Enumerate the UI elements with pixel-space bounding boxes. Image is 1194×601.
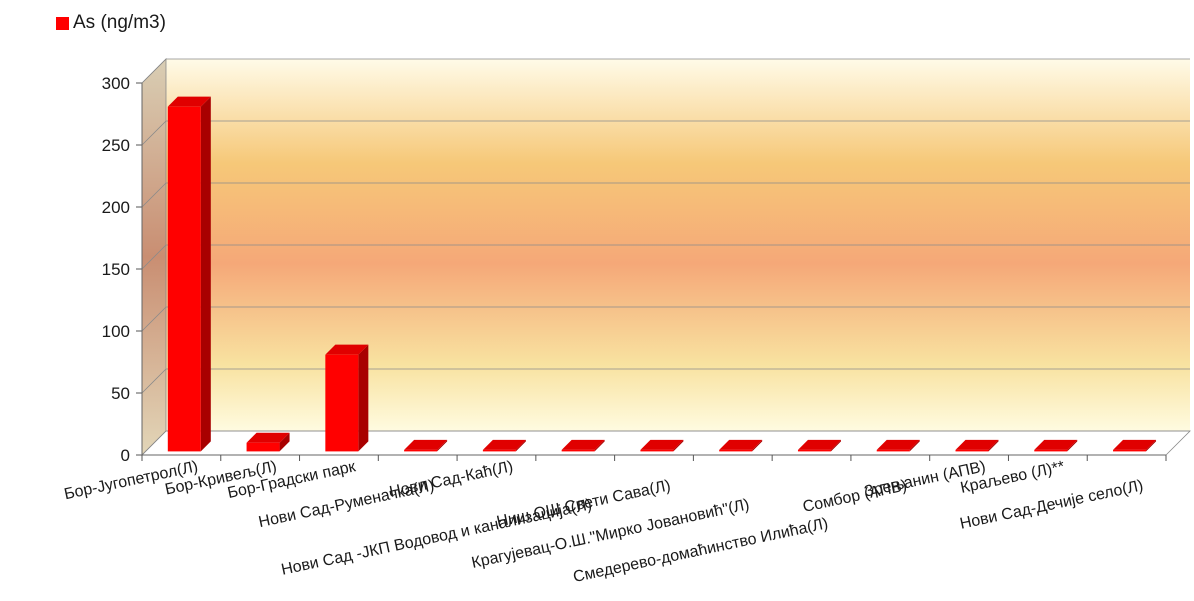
bar-side xyxy=(909,439,920,452)
bar-top xyxy=(1034,439,1078,450)
gridline xyxy=(141,306,1190,332)
bar-top xyxy=(246,432,290,443)
gridline xyxy=(141,430,1190,456)
y-tick-label: 50 xyxy=(111,384,130,403)
bar-front xyxy=(561,449,595,452)
bar-side xyxy=(437,439,448,452)
y-tick-label: 100 xyxy=(102,322,130,341)
bar-top xyxy=(561,439,605,450)
y-tick-label: 250 xyxy=(102,136,130,155)
bar xyxy=(325,344,369,452)
bar xyxy=(876,439,920,452)
bar-front xyxy=(797,449,831,452)
bar xyxy=(561,439,605,452)
bar-front xyxy=(640,449,674,452)
bar xyxy=(1034,439,1078,452)
x-tick-label: Нови Сад-Каћ(Л) xyxy=(388,458,515,501)
bar-top xyxy=(1113,439,1157,450)
gridline xyxy=(141,368,1190,394)
bar xyxy=(719,439,763,452)
bar-top xyxy=(404,439,448,450)
bar-side xyxy=(1067,439,1078,452)
bar-top xyxy=(876,439,920,450)
bar xyxy=(246,432,290,452)
bar-front xyxy=(1113,449,1147,452)
bar-side xyxy=(200,96,211,452)
bar-top xyxy=(719,439,763,450)
bar-side xyxy=(752,439,763,452)
bar-front xyxy=(167,106,201,452)
bar-front xyxy=(955,449,989,452)
bar-front xyxy=(719,449,753,452)
bar-side xyxy=(830,439,841,452)
legend-swatch xyxy=(56,16,69,30)
bar xyxy=(167,96,211,452)
bar-side xyxy=(988,439,999,452)
bar xyxy=(1113,439,1157,452)
bar xyxy=(404,439,448,452)
gridline xyxy=(141,120,1190,146)
bar-top xyxy=(325,344,369,355)
bar-front xyxy=(1034,449,1068,452)
gridline xyxy=(141,182,1190,208)
bar xyxy=(482,439,526,452)
bar-top xyxy=(955,439,999,450)
legend-label: As (ng/m3) xyxy=(73,12,166,33)
y-tick-label: 150 xyxy=(102,260,130,279)
bar-front xyxy=(876,449,910,452)
bar-front xyxy=(246,442,280,452)
bar-top xyxy=(640,439,684,450)
bar-side xyxy=(279,432,290,452)
bar-side xyxy=(1146,439,1157,452)
gridline xyxy=(141,58,1190,84)
y-tick-label: 200 xyxy=(102,198,130,217)
bar-front xyxy=(325,354,359,452)
bar xyxy=(955,439,999,452)
bar-top xyxy=(797,439,841,450)
bar xyxy=(640,439,684,452)
y-tick-label: 0 xyxy=(121,446,130,465)
bar-side xyxy=(673,439,684,452)
bar-top xyxy=(482,439,526,450)
legend: As (ng/m3) xyxy=(56,12,166,34)
bar xyxy=(797,439,841,452)
y-tick-label: 300 xyxy=(102,74,130,93)
bar-top xyxy=(167,96,211,107)
bar-front xyxy=(482,449,516,452)
bar-front xyxy=(404,449,438,452)
bar-side xyxy=(515,439,526,452)
bar-side xyxy=(358,344,369,452)
bar-side xyxy=(594,439,605,452)
gridline xyxy=(141,244,1190,270)
